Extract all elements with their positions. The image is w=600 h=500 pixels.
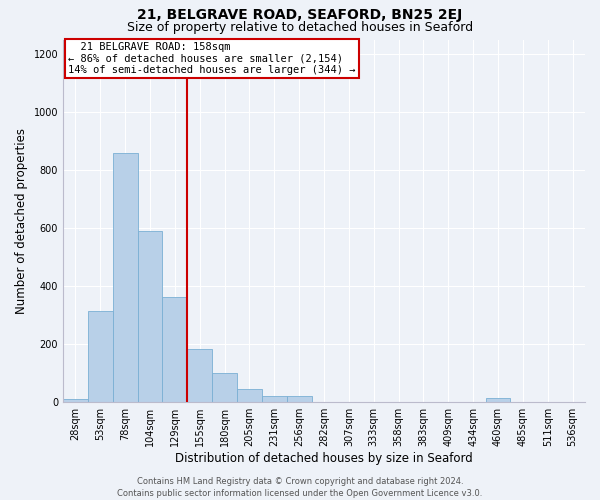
Text: 21 BELGRAVE ROAD: 158sqm
← 86% of detached houses are smaller (2,154)
14% of sem: 21 BELGRAVE ROAD: 158sqm ← 86% of detach… [68, 42, 356, 75]
Bar [212, 373, 237, 402]
Bar [113, 153, 137, 402]
Bar [137, 230, 163, 402]
Text: Contains HM Land Registry data © Crown copyright and database right 2024.
Contai: Contains HM Land Registry data © Crown c… [118, 476, 482, 498]
Bar [485, 398, 511, 402]
Bar [88, 311, 113, 402]
Bar [262, 396, 287, 402]
Bar [187, 348, 212, 402]
Text: 21, BELGRAVE ROAD, SEAFORD, BN25 2EJ: 21, BELGRAVE ROAD, SEAFORD, BN25 2EJ [137, 8, 463, 22]
X-axis label: Distribution of detached houses by size in Seaford: Distribution of detached houses by size … [175, 452, 473, 465]
Bar [163, 298, 187, 402]
Y-axis label: Number of detached properties: Number of detached properties [15, 128, 28, 314]
Text: Size of property relative to detached houses in Seaford: Size of property relative to detached ho… [127, 21, 473, 34]
Bar [237, 388, 262, 402]
Bar [287, 396, 311, 402]
Bar [63, 400, 88, 402]
